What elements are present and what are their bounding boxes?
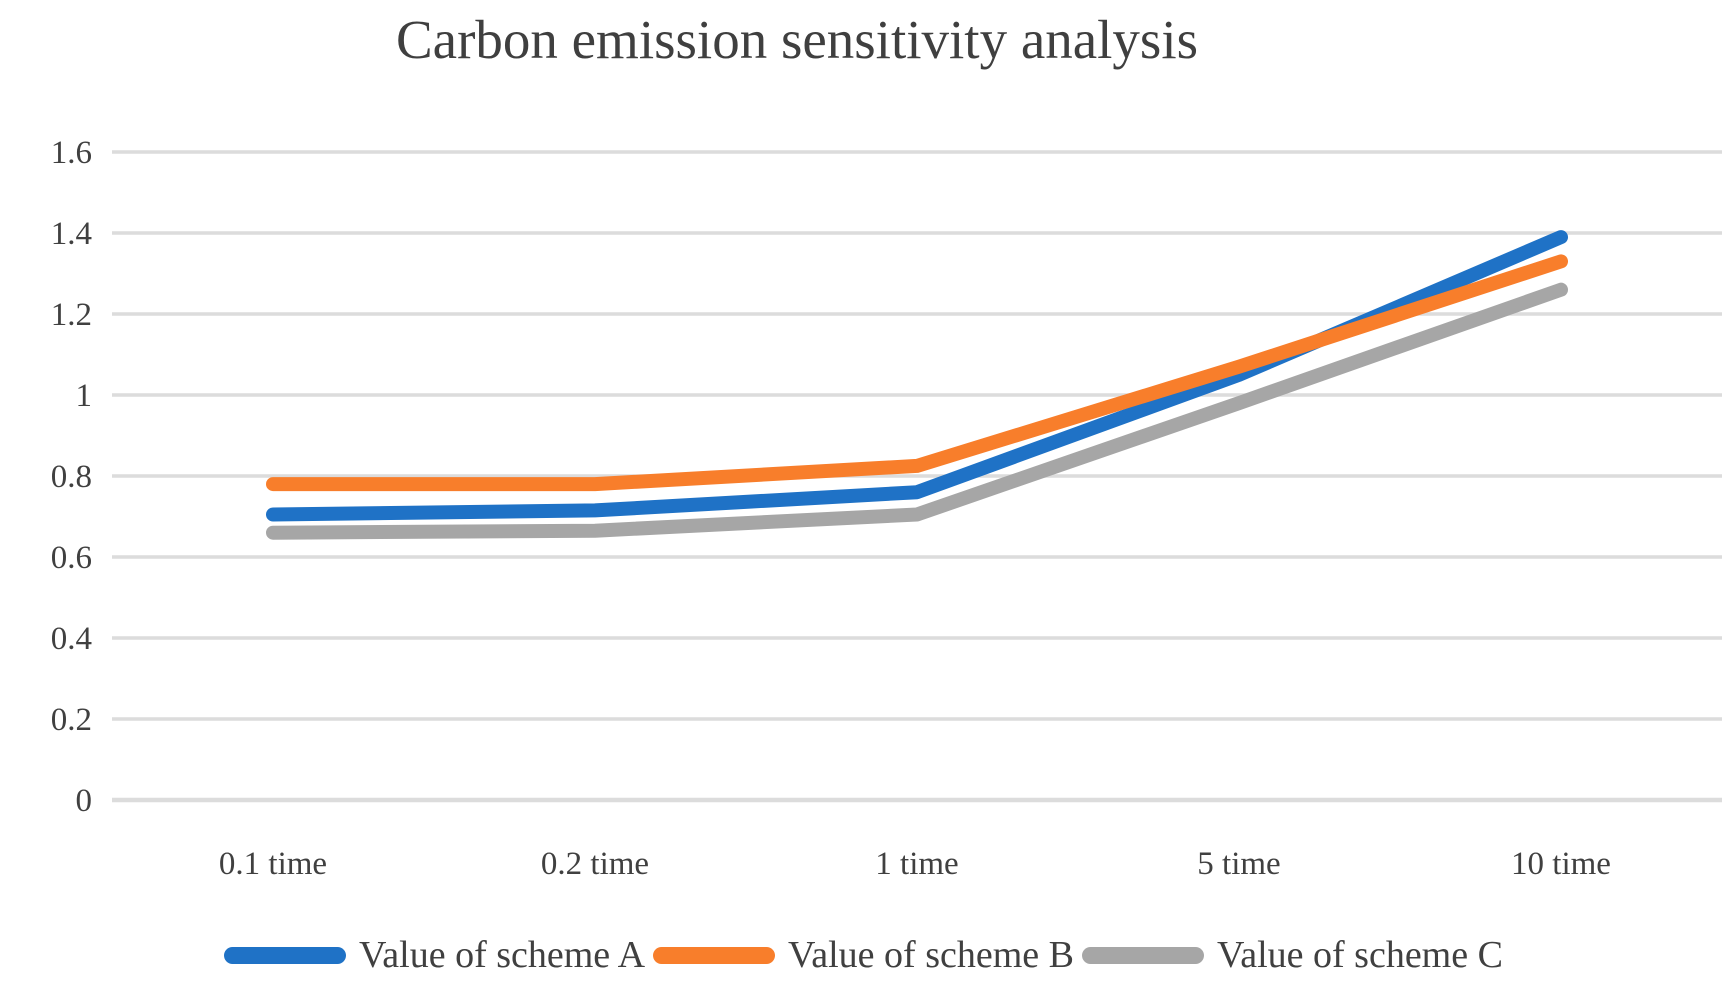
- legend-label: Value of scheme A: [359, 934, 646, 976]
- y-tick-label: 0.2: [51, 702, 92, 738]
- legend-label: Value of scheme C: [1216, 934, 1503, 976]
- y-tick-label: 0.4: [51, 621, 92, 657]
- series-line-b: [266, 254, 1568, 492]
- y-tick-label: 1: [76, 378, 93, 414]
- y-tick-label: 0: [76, 783, 93, 819]
- y-tick-label: 1.6: [51, 135, 92, 171]
- legend-line-swatch-icon: [653, 946, 776, 964]
- y-tick-label: 0.6: [51, 540, 92, 576]
- y-tick-label: 1.4: [51, 216, 92, 252]
- x-tick-label: 10 time: [1511, 846, 1611, 882]
- legend-item-b: Value of scheme B: [653, 933, 1074, 977]
- y-tick-label: 0.8: [51, 459, 92, 495]
- legend-line-swatch-icon: [224, 946, 347, 964]
- chart-title: Carbon emission sensitivity analysis: [395, 9, 1199, 70]
- x-tick-label: 5 time: [1197, 846, 1280, 882]
- legend-line-swatch-icon: [1081, 946, 1204, 964]
- legend-label: Value of scheme B: [788, 934, 1074, 976]
- x-tick-label: 0.1 time: [219, 846, 327, 882]
- x-tick-label: 0.2 time: [541, 846, 649, 882]
- legend-item-c: Value of scheme C: [1081, 933, 1503, 977]
- chart-legend: Value of scheme A Value of scheme B Value …: [0, 926, 1727, 984]
- series-line-c: [266, 282, 1568, 540]
- legend-item-a: Value of scheme A: [224, 933, 645, 977]
- y-tick-label: 1.2: [51, 297, 92, 333]
- x-tick-label: 1 time: [875, 846, 958, 882]
